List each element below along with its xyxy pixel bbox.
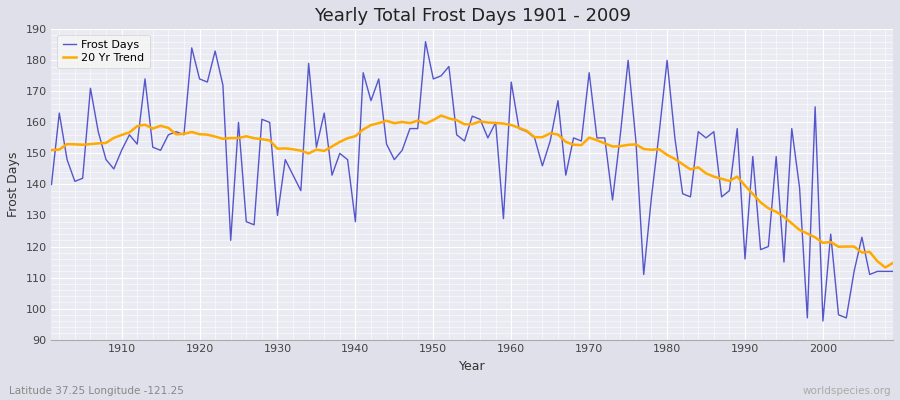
20 Yr Trend [108,136,119,140]
Frost Days [514,126,525,131]
20 Yr Trend [436,113,446,118]
Text: Latitude 37.25 Longitude -121.25: Latitude 37.25 Longitude -121.25 [9,386,184,396]
20 Yr Trend [514,126,525,130]
Frost Days [108,166,119,171]
20 Yr Trend [327,144,338,149]
Title: Yearly Total Frost Days 1901 - 2009: Yearly Total Frost Days 1901 - 2009 [314,7,631,25]
20 Yr Trend [280,146,291,151]
Frost Days [327,173,338,178]
Frost Days [817,319,828,324]
Frost Days [280,157,291,162]
Text: worldspecies.org: worldspecies.org [803,386,891,396]
X-axis label: Year: Year [459,360,486,373]
20 Yr Trend [608,144,618,149]
20 Yr Trend [46,148,57,152]
Frost Days [46,182,57,187]
20 Yr Trend [887,260,898,265]
20 Yr Trend [506,123,517,128]
Frost Days [420,39,431,44]
Y-axis label: Frost Days: Frost Days [7,152,20,217]
Line: 20 Yr Trend: 20 Yr Trend [51,116,893,268]
Legend: Frost Days, 20 Yr Trend: Frost Days, 20 Yr Trend [57,35,150,68]
20 Yr Trend [880,265,891,270]
Frost Days [887,269,898,274]
Line: Frost Days: Frost Days [51,42,893,321]
Frost Days [608,198,618,202]
Frost Days [506,80,517,84]
